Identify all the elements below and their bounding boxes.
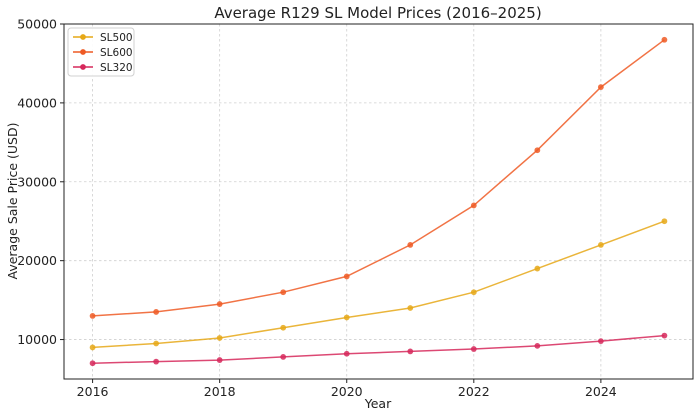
series-line-sl600 [92, 39, 665, 317]
x-axis-label: Year [364, 396, 392, 411]
data-point-sl600 [153, 309, 160, 315]
y-tick-label: 40000 [17, 95, 57, 110]
data-point-sl500 [280, 324, 287, 331]
series-sl320 [89, 332, 668, 367]
data-point-sl500 [343, 314, 350, 321]
data-point-sl600 [597, 84, 604, 91]
data-point-sl500 [153, 340, 160, 347]
legend: SL500 SL600 SL320 [67, 27, 135, 77]
x-tick-label: 2022 [458, 384, 490, 399]
data-point-sl320 [280, 354, 287, 360]
x-tick-label: 2016 [77, 384, 109, 399]
data-point-sl500 [470, 289, 477, 296]
series-line-sl320 [92, 334, 665, 364]
data-point-sl320 [470, 346, 477, 352]
legend-marker-sl500 [80, 34, 86, 40]
data-point-sl500 [89, 344, 96, 351]
data-point-sl320 [534, 342, 541, 349]
y-axis-label: Average Sale Price (USD) [5, 123, 20, 280]
legend-box [67, 27, 135, 77]
legend-marker-sl600 [80, 49, 86, 55]
data-point-sl500 [407, 305, 414, 311]
data-point-sl320 [89, 360, 96, 367]
x-tick-label: 2020 [331, 384, 363, 399]
tick-layer: 2016 2018 2020 2022 2024 10000 20000 30000 40000… [17, 17, 617, 400]
data-point-sl320 [661, 332, 668, 339]
y-tick-label: 30000 [17, 174, 57, 189]
legend-label-sl600: SL600 [100, 47, 133, 59]
data-point-sl500 [534, 265, 541, 272]
data-point-sl320 [597, 338, 604, 345]
data-point-sl320 [216, 357, 223, 363]
data-point-sl600 [89, 312, 96, 319]
y-tick-label: 50000 [17, 17, 57, 32]
data-point-sl600 [661, 36, 668, 43]
data-point-sl600 [343, 273, 350, 280]
data-point-sl600 [216, 301, 223, 307]
data-point-sl500 [597, 241, 604, 248]
series-sl500 [89, 218, 668, 351]
legend-label-sl320: SL320 [100, 62, 133, 74]
data-point-sl600 [534, 147, 541, 154]
x-tick-label: 2018 [204, 384, 236, 399]
plot-frame [63, 23, 694, 380]
series-layer [89, 36, 668, 367]
data-point-sl320 [343, 350, 350, 357]
legend-item-sl600: SL600 [73, 47, 133, 59]
x-tick-label: 2024 [585, 384, 617, 399]
y-tick-label: 10000 [17, 332, 57, 347]
data-point-sl320 [153, 358, 160, 365]
series-sl600 [89, 36, 668, 319]
data-point-sl500 [661, 218, 668, 225]
grid-lines [64, 23, 693, 379]
data-point-sl600 [470, 202, 477, 209]
chart-title: Average R129 SL Model Prices (2016–2025) [214, 4, 541, 22]
y-tick-label: 20000 [17, 253, 57, 268]
legend-item-sl320: SL320 [73, 62, 133, 74]
data-point-sl600 [280, 289, 287, 296]
data-point-sl320 [407, 348, 414, 355]
data-point-sl600 [407, 241, 414, 248]
legend-label-sl500: SL500 [100, 32, 133, 44]
series-line-sl500 [92, 220, 665, 349]
legend-marker-sl320 [80, 64, 86, 70]
legend-item-sl500: SL500 [73, 32, 133, 44]
data-point-sl500 [216, 335, 223, 341]
